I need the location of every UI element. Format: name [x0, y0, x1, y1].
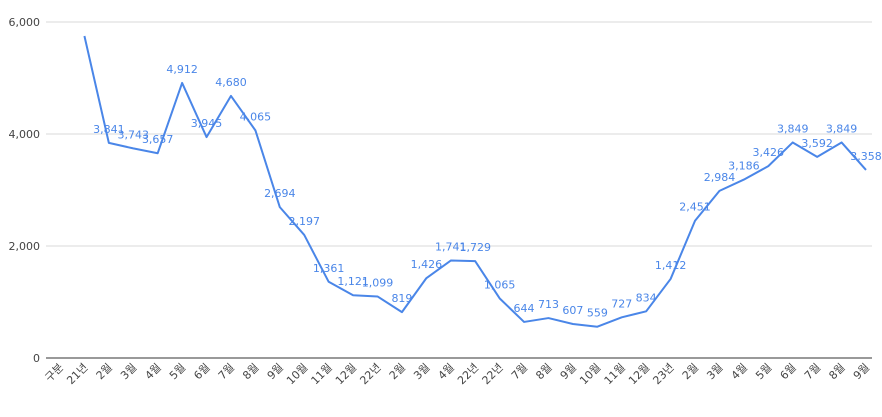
data-label: 727 — [611, 297, 632, 310]
x-tick-label: 3월 — [704, 361, 725, 382]
x-tick-label: 4월 — [729, 361, 750, 382]
x-tick-label: 11월 — [602, 361, 628, 387]
data-label: 3,849 — [777, 122, 809, 135]
x-tick-label: 8월 — [533, 361, 554, 382]
x-tick-label: 12월 — [626, 361, 652, 387]
x-tick-label: 5월 — [167, 361, 188, 382]
data-label: 3,657 — [142, 133, 174, 146]
x-tick-label: 3월 — [411, 361, 432, 382]
data-label: 1,099 — [362, 276, 394, 289]
data-label: 3,945 — [191, 117, 223, 130]
x-tick-label: 11월 — [309, 361, 335, 387]
x-tick-label: 5월 — [753, 361, 774, 382]
data-label: 2,451 — [679, 201, 711, 214]
data-label: 4,065 — [240, 110, 272, 123]
data-label: 1,741 — [435, 241, 467, 254]
series-line — [83, 35, 867, 328]
data-label: 1,729 — [459, 241, 491, 254]
data-label: 644 — [514, 302, 535, 315]
data-label: 607 — [562, 304, 583, 317]
y-tick-label: 0 — [33, 352, 40, 365]
x-tick-label: 22년 — [480, 361, 506, 387]
data-label: 2,984 — [704, 171, 736, 184]
data-label: 3,849 — [826, 122, 858, 135]
x-tick-label: 10월 — [577, 361, 603, 387]
x-tick-label: 9월 — [265, 361, 286, 382]
x-tick-label: 2월 — [680, 361, 701, 382]
data-label: 1,412 — [655, 259, 687, 272]
data-label: 1,121 — [337, 275, 369, 288]
x-tick-label: 8월 — [826, 361, 847, 382]
x-tick-label: 22년 — [455, 361, 481, 387]
data-label: 3,426 — [753, 146, 785, 159]
data-label: 3,841 — [93, 123, 125, 136]
x-tick-label: 8월 — [240, 361, 261, 382]
y-tick-label: 2,000 — [9, 240, 41, 253]
x-tick-label: 4월 — [436, 361, 457, 382]
x-tick-label: 10월 — [284, 361, 310, 387]
data-label: 3,186 — [728, 160, 760, 173]
x-tick-label: 구분 — [43, 361, 67, 385]
x-tick-label: 7월 — [802, 361, 823, 382]
data-label: 4,912 — [166, 63, 198, 76]
x-tick-label: 12월 — [333, 361, 359, 387]
x-tick-label: 21년 — [64, 361, 90, 387]
data-label: 3,592 — [801, 137, 833, 150]
x-tick-label: 2월 — [94, 361, 115, 382]
y-tick-label: 6,000 — [9, 16, 41, 29]
x-tick-label: 7월 — [216, 361, 237, 382]
data-label: 3,358 — [850, 150, 882, 163]
x-tick-label: 6월 — [778, 361, 799, 382]
x-tick-label: 9월 — [851, 361, 872, 382]
x-tick-label: 2월 — [387, 361, 408, 382]
x-tick-label: 3월 — [118, 361, 139, 382]
data-label: 713 — [538, 298, 559, 311]
x-tick-label: 6월 — [191, 361, 212, 382]
data-label: 2,694 — [264, 187, 296, 200]
data-label: 1,065 — [484, 278, 516, 291]
data-label: 3,743 — [118, 128, 150, 141]
data-label: 559 — [587, 307, 608, 320]
x-tick-label: 22년 — [357, 361, 383, 387]
data-label: 2,197 — [288, 215, 320, 228]
x-tick-label: 23년 — [650, 361, 676, 387]
x-tick-label: 7월 — [509, 361, 530, 382]
x-tick-label: 9월 — [558, 361, 579, 382]
data-label: 834 — [636, 291, 657, 304]
data-label: 1,426 — [411, 258, 443, 271]
y-tick-label: 4,000 — [9, 128, 41, 141]
x-tick-label: 4월 — [143, 361, 164, 382]
data-label: 4,680 — [215, 76, 247, 89]
data-label: 1,361 — [313, 262, 345, 275]
data-label: 819 — [391, 292, 412, 305]
